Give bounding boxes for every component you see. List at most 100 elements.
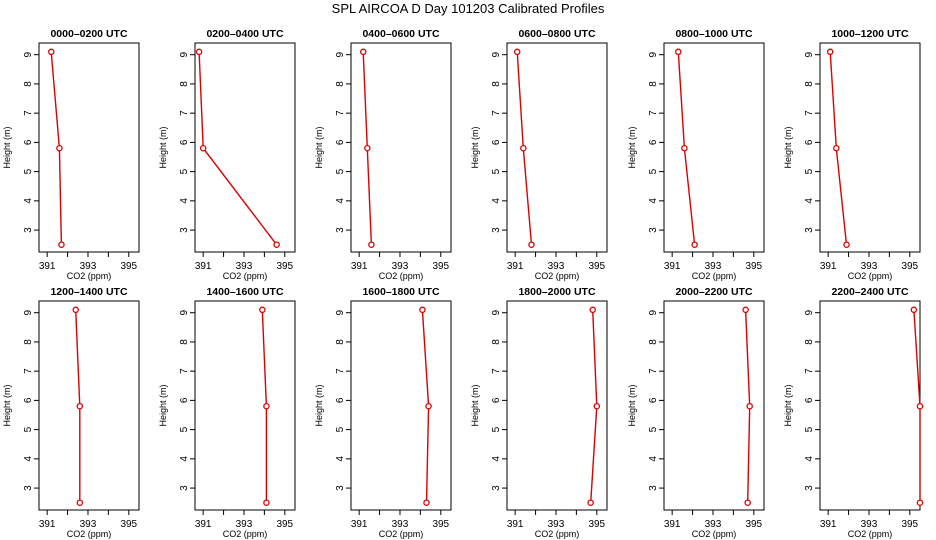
y-tick-label: 5 — [335, 426, 346, 432]
x-tick-label: 393 — [861, 519, 878, 530]
data-point — [195, 48, 203, 56]
y-tick-label: 8 — [23, 81, 34, 87]
data-point — [843, 241, 850, 248]
y-tick-label: 7 — [491, 368, 502, 374]
panel-1: 0000–0200 UTC 391 393 395 3 4 5 6 7 8 9 CO2 (ppm) He… — [2, 28, 140, 281]
panel-11: 2000–2200 UTC 391 393 395 3 4 5 6 7 8 9 CO2 (ppm) He… — [627, 286, 765, 539]
data-point — [76, 402, 84, 410]
y-tick-label: 4 — [23, 198, 34, 204]
x-axis-label: CO2 (ppm) — [223, 529, 268, 539]
data-point — [910, 306, 918, 314]
x-axis-label: CO2 (ppm) — [535, 529, 580, 539]
data-point — [675, 48, 682, 56]
y-tick-label: 7 — [648, 368, 659, 374]
plot-frame — [506, 42, 608, 253]
plot-frame — [663, 42, 765, 253]
y-tick-label: 3 — [648, 227, 659, 233]
y-axis-label: Height (m) — [627, 126, 637, 168]
panel-title: 0000–0200 UTC — [50, 28, 127, 40]
y-axis-label: Height (m) — [158, 126, 168, 168]
y-tick-label: 3 — [491, 485, 502, 491]
data-point — [58, 241, 65, 248]
x-tick-label: 391 — [507, 261, 524, 272]
profile-line — [198, 51, 278, 246]
y-tick-label: 8 — [23, 339, 34, 345]
y-tick-label: 6 — [648, 139, 659, 145]
x-tick-label: 391 — [820, 261, 837, 272]
x-tick-label: 391 — [664, 519, 681, 530]
y-axis-label: Height (m) — [2, 126, 12, 168]
x-axis-label: CO2 (ppm) — [67, 529, 112, 539]
data-point — [419, 306, 426, 314]
y-tick-label: 4 — [179, 198, 190, 204]
x-tick-label: 393 — [236, 261, 253, 272]
x-axis-label: CO2 (ppm) — [535, 271, 580, 281]
y-tick-label: 5 — [335, 168, 346, 174]
data-point — [691, 241, 698, 248]
data-point — [259, 306, 266, 314]
plot-frame — [819, 300, 921, 511]
plot-frame — [194, 300, 296, 511]
data-point — [364, 144, 371, 152]
y-tick-label: 6 — [23, 397, 34, 403]
panel-3: 0400–0600 UTC 391 393 395 3 4 5 6 7 8 9 CO2 (ppm) He… — [314, 28, 452, 281]
y-tick-label: 4 — [804, 456, 815, 462]
data-point — [47, 48, 55, 56]
x-tick-label: 395 — [901, 519, 918, 530]
x-tick-label: 395 — [120, 519, 137, 530]
x-tick-label: 393 — [392, 519, 409, 530]
panel-title: 2000–2200 UTC — [675, 286, 752, 298]
y-tick-label: 5 — [648, 168, 659, 174]
y-tick-label: 9 — [335, 309, 346, 315]
y-tick-label: 9 — [335, 51, 346, 57]
y-tick-label: 7 — [335, 368, 346, 374]
panel-7: 1200–1400 UTC 391 393 395 3 4 5 6 7 8 9 CO2 (ppm) He… — [2, 286, 140, 539]
y-tick-label: 9 — [491, 309, 502, 315]
y-axis-label: Height (m) — [158, 384, 168, 426]
y-tick-label: 6 — [179, 397, 190, 403]
x-tick-label: 395 — [276, 261, 293, 272]
y-tick-label: 9 — [804, 309, 815, 315]
y-tick-label: 4 — [179, 456, 190, 462]
x-axis-label: CO2 (ppm) — [692, 529, 737, 539]
y-tick-label: 6 — [23, 139, 34, 145]
x-axis-label: CO2 (ppm) — [379, 529, 424, 539]
y-tick-label: 7 — [335, 110, 346, 116]
y-axis-label: Height (m) — [470, 384, 480, 426]
x-tick-label: 395 — [276, 519, 293, 530]
y-tick-label: 3 — [23, 485, 34, 491]
data-point — [513, 48, 521, 56]
x-tick-label: 395 — [745, 519, 762, 530]
y-tick-label: 6 — [335, 139, 346, 145]
y-tick-label: 8 — [179, 81, 190, 87]
y-tick-label: 6 — [648, 397, 659, 403]
data-point — [746, 402, 753, 410]
panel-title: 1400–1600 UTC — [206, 286, 283, 298]
y-tick-label: 7 — [179, 110, 190, 116]
y-tick-label: 8 — [648, 81, 659, 87]
y-tick-label: 6 — [804, 139, 815, 145]
data-point — [916, 402, 924, 410]
x-tick-label: 393 — [705, 261, 722, 272]
y-tick-label: 3 — [804, 227, 815, 233]
x-axis-label: CO2 (ppm) — [692, 271, 737, 281]
data-point — [833, 144, 840, 152]
x-tick-label: 393 — [236, 519, 253, 530]
y-tick-label: 7 — [648, 110, 659, 116]
y-tick-label: 8 — [491, 339, 502, 345]
x-axis-label: CO2 (ppm) — [223, 271, 268, 281]
y-tick-label: 9 — [804, 51, 815, 57]
x-tick-label: 395 — [588, 261, 605, 272]
y-tick-label: 6 — [491, 397, 502, 403]
y-tick-label: 5 — [491, 168, 502, 174]
y-tick-label: 3 — [648, 485, 659, 491]
y-tick-label: 7 — [23, 110, 34, 116]
y-tick-label: 7 — [179, 368, 190, 374]
y-tick-label: 9 — [648, 309, 659, 315]
x-tick-label: 391 — [39, 261, 56, 272]
y-axis-label: Height (m) — [2, 384, 12, 426]
y-tick-label: 9 — [648, 51, 659, 57]
y-tick-label: 7 — [23, 368, 34, 374]
x-axis-label: CO2 (ppm) — [848, 271, 893, 281]
panel-4: 0600–0800 UTC 391 393 395 3 4 5 6 7 8 9 CO2 (ppm) He… — [470, 28, 608, 281]
